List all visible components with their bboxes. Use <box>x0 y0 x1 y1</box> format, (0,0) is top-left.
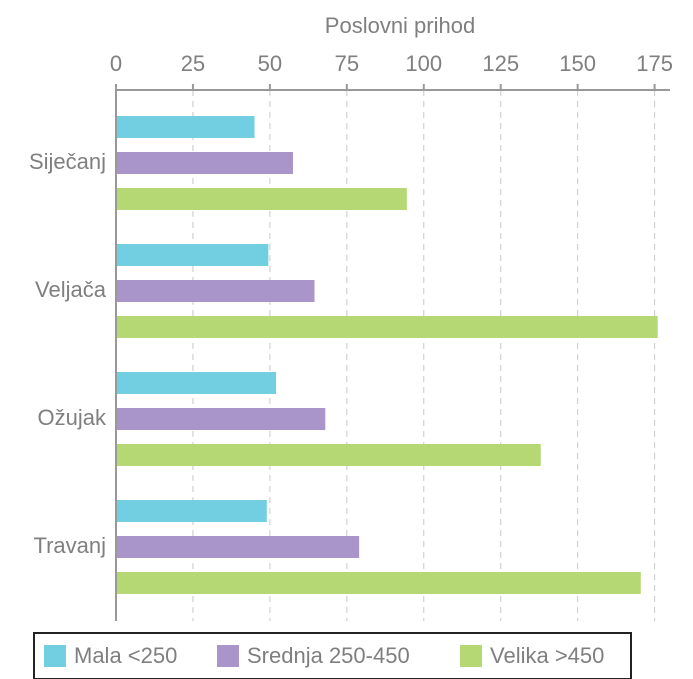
bar <box>116 152 293 174</box>
bar <box>116 280 315 302</box>
x-tick-label: 50 <box>258 51 282 76</box>
legend-box <box>33 632 632 679</box>
bar <box>116 572 641 594</box>
bar <box>116 536 360 558</box>
legend-label: Velika >450 <box>490 643 604 668</box>
x-tick-label: 0 <box>110 51 122 76</box>
y-tick-label: Siječanj <box>29 149 106 174</box>
x-tick-label: 150 <box>559 51 596 76</box>
bar <box>116 316 658 338</box>
legend-swatch <box>217 645 239 667</box>
bar <box>116 188 407 210</box>
x-tick-label: 25 <box>181 51 205 76</box>
y-tick-label: Ožujak <box>38 405 107 430</box>
y-tick-label: Travanj <box>33 533 106 558</box>
legend-swatch <box>44 645 66 667</box>
legend-label: Mala <250 <box>74 643 177 668</box>
x-tick-label: 175 <box>636 51 673 76</box>
bar <box>116 372 277 394</box>
bar <box>116 408 326 430</box>
chart-title: Poslovni prihod <box>325 13 475 38</box>
x-tick-label: 125 <box>482 51 519 76</box>
bar <box>116 500 267 522</box>
legend-label: Srednja 250-450 <box>247 643 410 668</box>
bar <box>116 116 255 138</box>
bar <box>116 444 541 466</box>
bar <box>116 244 269 266</box>
y-tick-label: Veljača <box>35 277 107 302</box>
legend-swatch <box>460 645 482 667</box>
x-tick-label: 75 <box>335 51 359 76</box>
x-tick-label: 100 <box>405 51 442 76</box>
